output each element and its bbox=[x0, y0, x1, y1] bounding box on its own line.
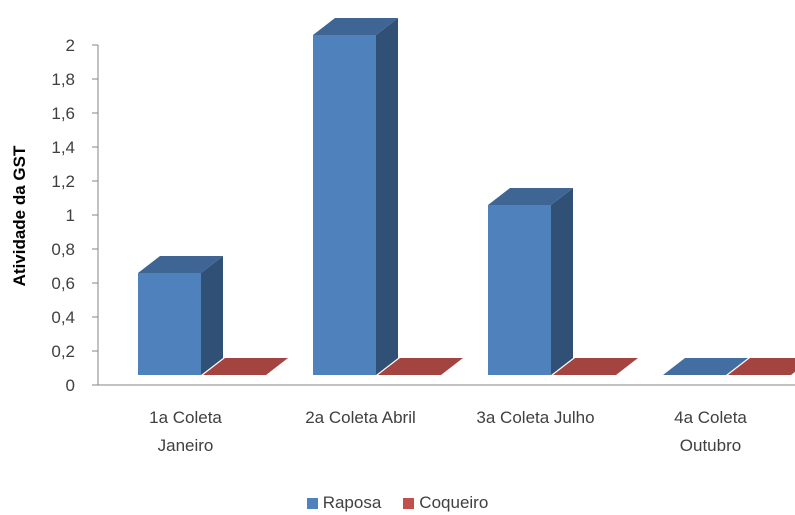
bar-raposa-4 bbox=[663, 358, 748, 375]
y-tick-label: 2 bbox=[66, 36, 75, 55]
legend-label-raposa: Raposa bbox=[322, 493, 382, 512]
legend-swatch-raposa bbox=[306, 497, 318, 509]
bar-side bbox=[376, 18, 398, 375]
bar-top bbox=[203, 358, 288, 375]
bar-top bbox=[488, 188, 573, 205]
bar-top bbox=[313, 18, 398, 35]
chart: 0 0,2 0,4 0,6 0,8 1 1,2 1,4 1,6 1,8 2 1a Coleta Jan… bbox=[10, 18, 795, 455]
bar-front bbox=[313, 35, 376, 375]
x-tick-label: 4a Coleta bbox=[674, 408, 747, 427]
y-tick-label: 0,4 bbox=[51, 308, 75, 327]
bar-raposa-3 bbox=[488, 188, 573, 375]
legend-item-coqueiro: Coqueiro bbox=[403, 493, 488, 513]
bar-top bbox=[138, 256, 223, 273]
legend: Raposa Coqueiro bbox=[0, 493, 795, 513]
y-tick-label: 0,8 bbox=[51, 240, 75, 259]
bar-top bbox=[663, 358, 748, 375]
y-tick-label: 1 bbox=[66, 206, 75, 225]
legend-label-coqueiro: Coqueiro bbox=[419, 493, 489, 512]
x-tick-label: Janeiro bbox=[158, 436, 214, 455]
y-tick-label: 1,8 bbox=[51, 70, 75, 89]
legend-item-raposa: Raposa bbox=[306, 493, 382, 513]
bar-front bbox=[138, 273, 201, 375]
x-tick-label: 1a Coleta bbox=[149, 408, 222, 427]
bar-side bbox=[201, 256, 223, 375]
bar-coqueiro-1 bbox=[203, 358, 288, 375]
bar-raposa-2 bbox=[313, 18, 398, 375]
bar-top bbox=[553, 358, 638, 375]
x-axis-labels: 1a Coleta Janeiro 2a Coleta Abril 3a Coleta… bbox=[149, 408, 747, 455]
bar-coqueiro-4 bbox=[728, 358, 795, 375]
bar-front bbox=[488, 205, 551, 375]
x-tick-label: Outubro bbox=[680, 436, 741, 455]
bar-top bbox=[378, 358, 463, 375]
x-tick-label: 2a Coleta Abril bbox=[305, 408, 416, 427]
y-tick-label: 1,2 bbox=[51, 172, 75, 191]
bar-top bbox=[728, 358, 795, 375]
x-tick-label: 3a Coleta Julho bbox=[476, 408, 594, 427]
y-axis-label: Atividade da GST bbox=[10, 145, 29, 286]
bar-coqueiro-3 bbox=[553, 358, 638, 375]
legend-swatch-coqueiro bbox=[403, 497, 415, 509]
y-tick-label: 0,2 bbox=[51, 342, 75, 361]
y-tick-label: 0,6 bbox=[51, 274, 75, 293]
y-axis: 0 0,2 0,4 0,6 0,8 1 1,2 1,4 1,6 1,8 2 bbox=[51, 36, 795, 395]
bar-coqueiro-2 bbox=[378, 358, 463, 375]
bar-raposa-1 bbox=[138, 256, 223, 375]
bars bbox=[138, 18, 795, 375]
bar-side bbox=[551, 188, 573, 375]
y-tick-label: 1,4 bbox=[51, 138, 75, 157]
y-tick-label: 0 bbox=[66, 376, 75, 395]
y-tick-label: 1,6 bbox=[51, 104, 75, 123]
